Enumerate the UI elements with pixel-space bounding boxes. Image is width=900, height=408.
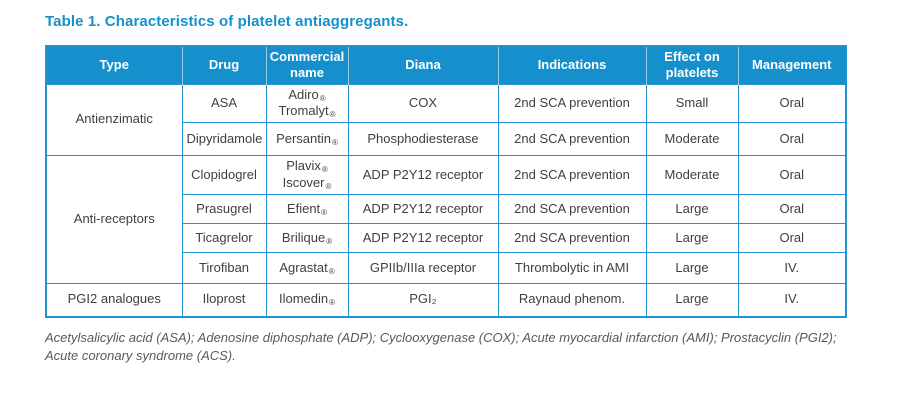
table-row-tirofiban: Tirofiban Agrastat® GPIIb/IIIa receptor … xyxy=(46,252,847,285)
table-row-dipyridamole: Dipyridamole Persantin® Phosphodiesteras… xyxy=(46,122,847,157)
cell-diana: Phosphodiesterase xyxy=(347,122,499,157)
cell-drug: Dipyridamole xyxy=(181,122,267,157)
abbreviations-footnote: Acetylsalicylic acid (ASA); Adenosine di… xyxy=(45,329,837,364)
cell-effect: Small xyxy=(645,83,739,124)
cell-management: Oral xyxy=(737,122,847,157)
registered-trademark-icon: ® xyxy=(321,165,328,175)
table-row-asa: Antienzimatic ASA Adiro® Tromalyt® COX 2n… xyxy=(45,83,847,157)
cell-effect: Large xyxy=(645,194,739,225)
registered-trademark-icon: ® xyxy=(329,110,336,120)
registered-trademark-icon: ® xyxy=(329,298,336,308)
col-header-drug: Drug xyxy=(182,46,267,84)
cell-commercial-name: Ilomedin® xyxy=(265,283,349,318)
col-header-diana: Diana xyxy=(348,46,499,84)
cell-drug: Iloprost xyxy=(181,283,267,318)
registered-trademark-icon: ® xyxy=(321,207,328,217)
cell-management: IV. xyxy=(737,283,847,318)
cell-commercial-name: Agrastat® xyxy=(265,252,349,285)
table-header: Type Drug Commercial name Diana Indicati… xyxy=(46,46,846,84)
cell-diana: COX xyxy=(347,83,499,124)
cell-type-pgi2-analogues: PGI2 analogues xyxy=(45,283,183,318)
cell-diana: PGI₂ xyxy=(347,283,499,318)
cell-drug: Prasugrel xyxy=(181,194,267,225)
cell-effect: Moderate xyxy=(645,155,739,196)
registered-trademark-icon: ® xyxy=(319,93,326,103)
col-header-commercial-name: Commercial name xyxy=(266,46,349,84)
cell-diana: ADP P2Y12 receptor xyxy=(347,223,499,254)
cell-indications: Raynaud phenom. xyxy=(497,283,647,318)
table-title: Table 1. Characteristics of platelet ant… xyxy=(45,13,409,30)
cell-drug: Tirofiban xyxy=(181,252,267,285)
table-row-clopidogrel: Anti-receptors Clopidogrel Plavix® Iscove… xyxy=(45,155,847,285)
cell-drug: Clopidogrel xyxy=(181,155,267,196)
cell-management: IV. xyxy=(737,252,847,285)
cell-indications: 2nd SCA prevention xyxy=(497,83,647,124)
cell-management: Oral xyxy=(737,223,847,254)
antiaggregants-table: Type Drug Commercial name Diana Indicati… xyxy=(45,45,847,318)
registered-trademark-icon: ® xyxy=(332,137,338,147)
cell-diana: ADP P2Y12 receptor xyxy=(347,194,499,225)
table-body: Antienzimatic ASA Adiro® Tromalyt® COX 2n… xyxy=(45,83,847,318)
cell-indications: 2nd SCA prevention xyxy=(497,155,647,196)
cell-management: Oral xyxy=(737,155,847,196)
table-row-iloprost: PGI2 analogues Iloprost Ilomedin® PGI₂ R… xyxy=(45,283,847,318)
col-header-indications: Indications xyxy=(498,46,647,84)
cell-commercial-name: Brilique® xyxy=(265,223,349,254)
cell-drug: ASA xyxy=(181,83,267,124)
cell-indications: 2nd SCA prevention xyxy=(497,194,647,225)
cell-commercial-name: Persantin® xyxy=(265,122,349,157)
registered-trademark-icon: ® xyxy=(326,236,333,246)
col-header-type: Type xyxy=(46,46,183,84)
registered-trademark-icon: ® xyxy=(325,182,332,192)
cell-commercial-name: Adiro® Tromalyt® xyxy=(265,83,349,124)
cell-effect: Large xyxy=(645,252,739,285)
cell-effect: Moderate xyxy=(645,122,739,157)
cell-management: Oral xyxy=(737,83,847,124)
cell-effect: Large xyxy=(645,283,739,318)
table-row-prasugrel: Prasugrel Efient® ADP P2Y12 receptor 2nd… xyxy=(46,194,847,225)
registered-trademark-icon: ® xyxy=(328,266,335,276)
col-header-management: Management xyxy=(738,46,846,84)
cell-commercial-name: Efient® xyxy=(265,194,349,225)
cell-diana: ADP P2Y12 receptor xyxy=(347,155,499,196)
cell-type-antienzimatic: Antienzimatic xyxy=(45,83,183,157)
cell-management: Oral xyxy=(737,194,847,225)
cell-diana: GPIIb/IIIa receptor xyxy=(347,252,499,285)
table-row-ticagrelor: Ticagrelor Brilique® ADP P2Y12 receptor … xyxy=(46,223,847,254)
header-row: Type Drug Commercial name Diana Indicati… xyxy=(46,46,846,84)
col-header-effect-on-platelets: Effect on platelets xyxy=(646,46,739,84)
cell-indications: 2nd SCA prevention xyxy=(497,122,647,157)
cell-indications: 2nd SCA prevention xyxy=(497,223,647,254)
cell-indications: Thrombolytic in AMI xyxy=(497,252,647,285)
cell-effect: Large xyxy=(645,223,739,254)
cell-type-anti-receptors: Anti-receptors xyxy=(45,155,183,285)
cell-drug: Ticagrelor xyxy=(181,223,267,254)
cell-commercial-name: Plavix® Iscover® xyxy=(265,155,349,196)
